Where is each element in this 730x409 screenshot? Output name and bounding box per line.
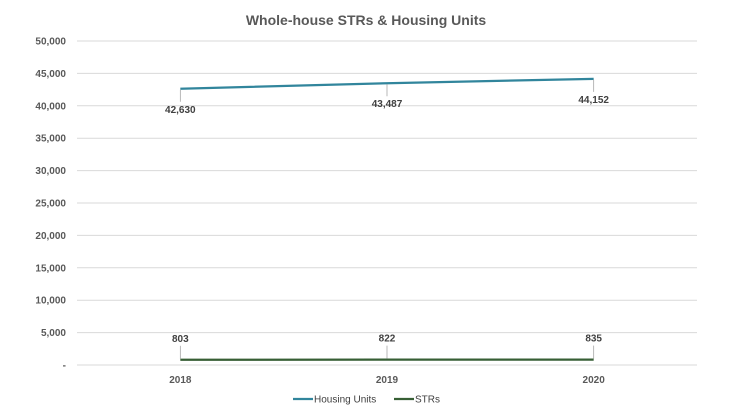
series-lines: [180, 77, 594, 361]
legend-label: STRs: [415, 395, 440, 406]
data-labels: 42,630 43,487 44,152 803 822 835: [165, 79, 609, 359]
data-label: 42,630: [165, 105, 196, 116]
x-tick-label: 2020: [583, 375, 606, 386]
y-tick-label: 50,000: [35, 37, 66, 48]
x-tick-label: 2018: [169, 375, 192, 386]
y-tick-label: 40,000: [35, 101, 66, 112]
data-label: 803: [172, 334, 189, 345]
y-tick-label: 5,000: [41, 328, 66, 339]
gridlines: [77, 40, 697, 366]
y-axis-ticks: - 5,000 10,000 15,000 20,000 25,000 30,000 35,0…: [35, 37, 66, 372]
series-line-housing-units: [180, 77, 594, 90]
y-tick-label: 45,000: [35, 69, 66, 80]
legend-label: Housing Units: [314, 395, 376, 406]
data-label: 822: [379, 334, 396, 345]
y-tick-label: 10,000: [35, 296, 66, 307]
y-tick-label: 25,000: [35, 199, 66, 210]
y-tick-label: 30,000: [35, 166, 66, 177]
x-axis-ticks: 2018 2019 2020: [169, 375, 605, 386]
x-tick-label: 2019: [376, 375, 399, 386]
y-tick-label: 20,000: [35, 231, 66, 242]
data-label: 835: [585, 334, 602, 345]
data-label: 43,487: [372, 99, 403, 110]
data-label: 44,152: [578, 95, 609, 106]
y-tick-label: 35,000: [35, 134, 66, 145]
chart-title: Whole-house STRs & Housing Units: [246, 12, 487, 28]
y-tick-label: -: [63, 361, 66, 372]
legend: Housing Units STRs: [293, 395, 440, 406]
y-tick-label: 15,000: [35, 263, 66, 274]
